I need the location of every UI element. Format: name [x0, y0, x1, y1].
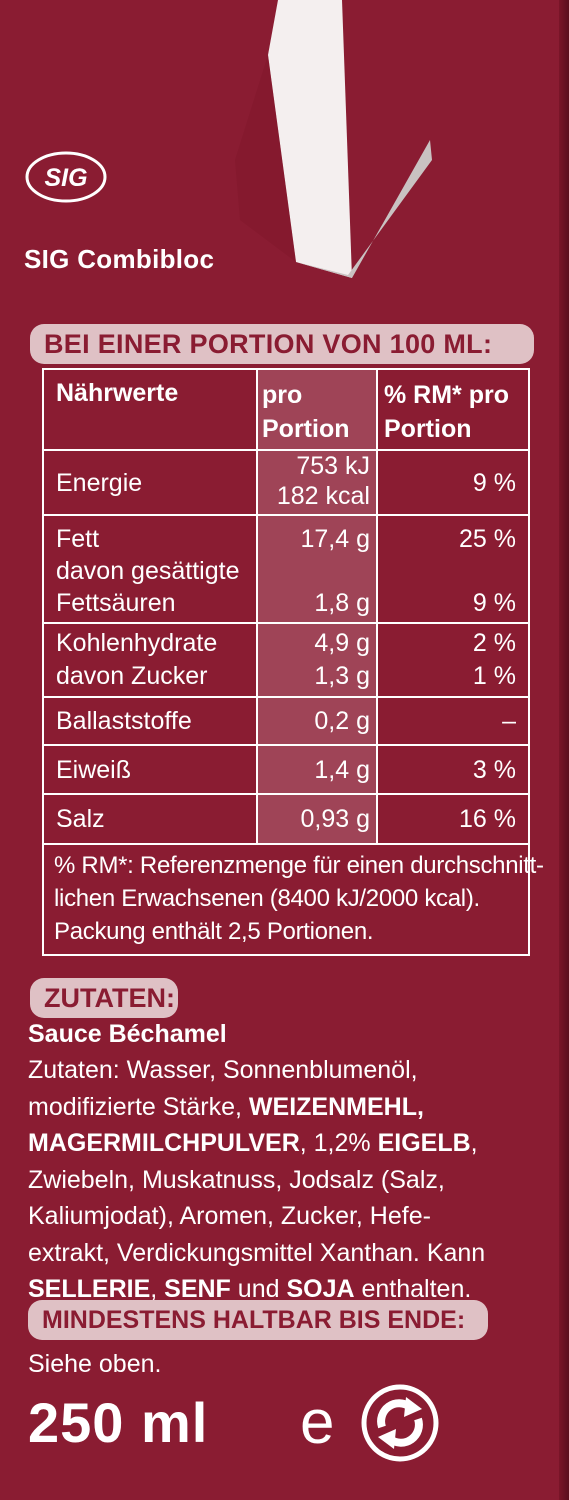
carton-fold-icon [235, 0, 432, 278]
allergen-text: EIGELB [377, 1129, 471, 1157]
nutrition-table [42, 368, 530, 956]
ingredient-text: Kaliumjodat), Aromen, Zucker, Hefe- [28, 1202, 431, 1230]
header-rm: % RM* pro [384, 381, 509, 409]
table-divider-1 [256, 368, 258, 843]
sig-logo-icon: SIG [25, 151, 107, 203]
table-divider-2 [376, 368, 378, 843]
table-rule [42, 514, 530, 516]
header-pro: pro [262, 381, 303, 409]
best-before-text: Siehe oben. [28, 1350, 162, 1378]
ingredients-line: Kaliumjodat), Aromen, Zucker, Hefe- [28, 1198, 548, 1235]
recycle-arrows-icon [361, 1384, 439, 1462]
best-before-heading: MINDESTENS HALTBAR BIS ENDE: [28, 1300, 488, 1340]
footnote-line: % RM*: Referenzmenge für einen durchschn… [54, 852, 544, 879]
kohlenhydrate-label: Kohlenhydrate [56, 629, 218, 657]
allergen-text: WEIZENMEHL, [248, 1092, 424, 1121]
gesaettigte-rm: 9 % [472, 589, 516, 617]
allergen-text: SOJA [286, 1275, 355, 1303]
portion-heading: BEI EINER PORTION VON 100 ML: [30, 324, 534, 364]
fett-rm: 25 % [459, 525, 516, 553]
carton-edge [559, 0, 569, 1500]
ingredients-heading: ZUTATEN: [30, 978, 178, 1018]
salz-rm: 16 % [459, 805, 516, 833]
ingredient-text: Zwiebeln, Muskatnuss, Jodsalz (Salz, [28, 1165, 445, 1194]
table-rule [42, 696, 530, 698]
ingredients-line: Zwiebeln, Muskatnuss, Jodsalz (Salz, [28, 1162, 548, 1199]
allergen-text: SELLERIE [28, 1275, 151, 1303]
ingredient-text: , [470, 1129, 478, 1157]
volume: 250 ml [28, 1391, 209, 1454]
table-rule [42, 622, 530, 624]
ingredients-line: MAGERMILCHPULVER, 1,2% EIGELB, [28, 1125, 548, 1162]
footnote-line: lichen Erwachsenen (8400 kJ/2000 kcal). [54, 885, 480, 912]
salz-value: 0,93 g [300, 805, 370, 833]
energie-label: Energie [56, 469, 143, 497]
ingredient-text: , 1,2% [299, 1129, 378, 1157]
eiweiss-value: 1,4 g [314, 756, 370, 784]
ingredients-line: extrakt, Verdickungsmittel Xanthan. Kann [28, 1235, 548, 1272]
e-mark-icon: e [300, 1388, 335, 1457]
ballaststoffe-value: 0,2 g [314, 707, 370, 735]
sig-logo-text: SIG [44, 164, 87, 192]
ingredients-line: modifizierte Stärke, WEIZENMEHL, [28, 1089, 548, 1126]
ingredients-list: Zutaten: Wasser, Sonnenblumenöl, modifizi… [28, 1052, 548, 1308]
kohlenhydrate-value: 4,9 g [314, 629, 370, 657]
gesaettigte-label-2: Fettsäuren [56, 589, 176, 617]
eiweiss-rm: 3 % [472, 756, 516, 784]
ballaststoffe-label: Ballaststoffe [56, 707, 192, 735]
ingredient-text: und [230, 1275, 287, 1303]
salz-label: Salz [56, 805, 105, 833]
gesaettigte-label-1: davon gesättigte [56, 557, 240, 585]
product-name: Sauce Béchamel [28, 1020, 227, 1048]
header-rm-portion: Portion [384, 415, 472, 443]
ingredient-text: extrakt, Verdickungsmittel Xanthan. Kann [28, 1238, 486, 1267]
table-rule [42, 449, 530, 451]
zucker-rm: 1 % [472, 662, 516, 690]
kohlenhydrate-rm: 2 % [472, 629, 516, 657]
table-rule [42, 744, 530, 746]
gesaettigte-value: 1,8 g [314, 589, 370, 617]
ingredient-text: modifizierte Stärke, [28, 1092, 249, 1121]
energie-rm: 9 % [472, 469, 516, 497]
ingredients-line: Zutaten: Wasser, Sonnenblumenöl, [28, 1052, 548, 1089]
ballaststoffe-rm: – [502, 707, 516, 735]
fett-value: 17,4 g [300, 525, 370, 553]
ingredient-text: Zutaten: Wasser, Sonnenblumenöl, [28, 1056, 418, 1084]
fett-label: Fett [56, 525, 100, 553]
allergen-text: MAGERMILCHPULVER [28, 1129, 300, 1157]
zucker-label: davon Zucker [56, 662, 208, 690]
zucker-value: 1,3 g [314, 662, 370, 690]
header-naehrwerte: Nährwerte [56, 379, 179, 407]
energie-kcal: 182 kcal [276, 482, 370, 510]
table-rule [42, 793, 530, 795]
header-portion: Portion [262, 415, 350, 443]
eiweiss-label: Eiweiß [56, 756, 132, 784]
footnote-line: Packung enthält 2,5 Portionen. [54, 918, 374, 945]
portion-column-shade [256, 368, 376, 843]
ingredient-text: enthalten. [354, 1275, 472, 1303]
brand-name: SIG Combibloc [24, 244, 215, 274]
table-rule [42, 843, 530, 845]
allergen-text: SENF [164, 1275, 231, 1303]
ingredient-text: , [150, 1275, 165, 1303]
energie-kj: 753 kJ [296, 452, 370, 480]
ingredients-line: SELLERIE, SENF und SOJA enthalten. [28, 1271, 548, 1308]
